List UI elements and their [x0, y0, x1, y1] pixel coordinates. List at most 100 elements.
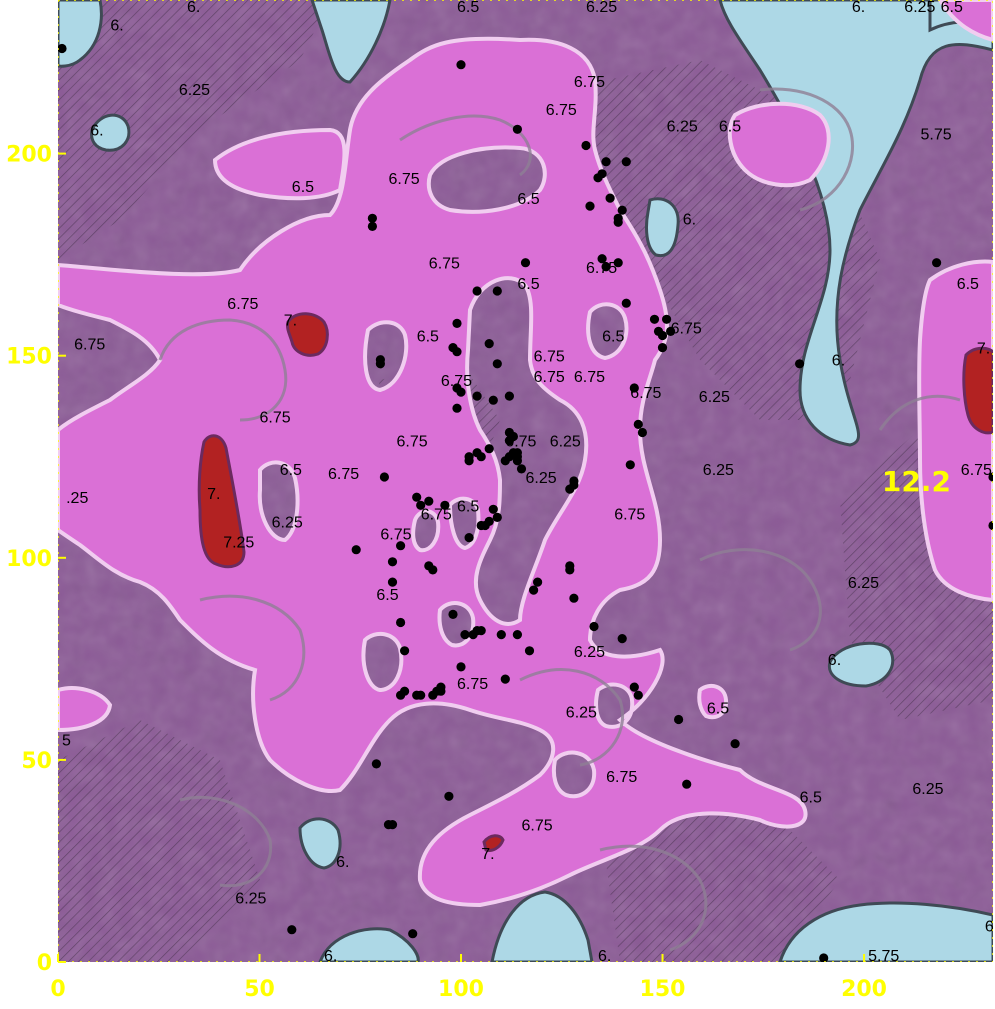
data-point — [287, 925, 297, 935]
contour-label: 6.25 — [848, 575, 879, 592]
data-point — [472, 286, 482, 296]
data-point — [476, 520, 486, 531]
contour-label: 6. — [852, 0, 865, 16]
data-point — [613, 217, 623, 227]
contour-label: 6.25 — [703, 462, 734, 479]
data-point — [448, 609, 458, 620]
contour-label: 6.5 — [800, 789, 822, 806]
data-point — [629, 682, 639, 692]
contour-label: 6. — [90, 122, 103, 139]
contour-label: 6.75 — [397, 434, 428, 451]
data-point — [508, 431, 518, 442]
y-tick-label: 150 — [6, 345, 52, 370]
data-point — [452, 403, 462, 413]
data-point — [400, 646, 410, 656]
data-point — [512, 124, 523, 134]
contour-labels: 6.25 6. 6. 6.5 6.75 6.75 6.75 6.5 6.25 6.5 5.75 6. 6… — [62, 0, 993, 965]
data-point — [932, 258, 942, 268]
contour-label: 6. — [832, 353, 845, 370]
data-point — [396, 541, 406, 551]
contour-label: 5.75 — [868, 948, 899, 965]
data-point — [452, 318, 462, 328]
contour-label: 6.5 — [417, 329, 439, 346]
contour-label: 6. — [110, 17, 123, 34]
data-point — [569, 593, 579, 603]
contour-label: 6. — [336, 854, 349, 871]
contour-lines-6.25-6.75 — [158, 87, 961, 952]
data-point — [387, 820, 398, 830]
data-point — [488, 395, 498, 405]
data-point — [387, 577, 398, 587]
data-point — [387, 557, 398, 567]
data-point — [432, 686, 442, 696]
data-point — [666, 326, 676, 336]
contour-label: 6.75 — [74, 337, 105, 354]
data-point — [500, 456, 510, 466]
data-point — [367, 213, 377, 223]
contour-label: 6.5 — [707, 700, 729, 717]
contour-label: 6.5 — [376, 587, 398, 604]
contour-label: 6.25 — [526, 470, 557, 487]
contour-label: 7.25 — [223, 535, 254, 552]
contour-label: 7. — [481, 846, 494, 863]
y-tick-label: 0 — [37, 951, 52, 976]
data-point — [492, 359, 502, 369]
data-point — [424, 496, 434, 506]
data-point — [585, 201, 595, 211]
contour-label: .25 — [66, 490, 88, 507]
data-point — [730, 739, 740, 749]
contour-label: 6.25 — [699, 389, 730, 406]
contour-label: 6. — [828, 652, 841, 669]
data-point — [396, 690, 406, 700]
contour-label: 6.75 — [260, 409, 291, 426]
data-point — [633, 690, 643, 700]
contour-band-gt-7 — [197, 312, 993, 852]
data-point — [649, 314, 660, 324]
data-point — [605, 193, 615, 203]
data-point — [637, 427, 648, 438]
data-point — [565, 484, 575, 494]
contour-label: 6.5 — [957, 276, 979, 293]
data-point — [601, 157, 611, 167]
data-point — [428, 565, 438, 575]
data-point — [476, 626, 486, 636]
data-point — [662, 314, 672, 324]
data-point — [819, 953, 829, 962]
data-point — [351, 545, 361, 555]
data-point — [504, 391, 514, 401]
data-point — [988, 520, 993, 531]
sample-points — [58, 43, 993, 962]
data-point — [472, 391, 482, 401]
contour-label: 6.25 — [904, 0, 935, 16]
data-point — [484, 516, 494, 527]
data-point — [456, 387, 466, 397]
contour-label: 6.75 — [328, 466, 359, 483]
contour-label: 6.75 — [389, 171, 420, 188]
contour-label: 6.75 — [574, 74, 605, 91]
contour-label: 6.75 — [429, 256, 460, 273]
contour-label: 6.75 — [522, 818, 553, 835]
data-point — [444, 791, 454, 801]
contour-label: 6. — [683, 211, 696, 228]
data-point — [456, 662, 466, 672]
data-point — [496, 630, 506, 640]
contour-label: 6. — [598, 948, 611, 965]
data-point — [484, 339, 494, 349]
data-point — [464, 456, 474, 466]
data-point — [472, 448, 482, 458]
data-point — [529, 585, 539, 595]
x-tick-label: 150 — [640, 977, 686, 1002]
data-point — [492, 512, 502, 523]
data-point — [484, 444, 494, 454]
x-tick-label: 100 — [438, 977, 484, 1002]
contour-label: 6.75 — [380, 527, 411, 544]
data-point — [581, 140, 591, 151]
contour-label: 6. — [324, 948, 337, 965]
data-point — [440, 500, 450, 510]
data-point — [569, 476, 579, 486]
data-point — [625, 460, 635, 470]
contour-label: 6.75 — [534, 369, 565, 386]
data-point — [524, 646, 535, 656]
data-point — [396, 617, 406, 628]
contour-label: 6.75 — [421, 506, 452, 523]
